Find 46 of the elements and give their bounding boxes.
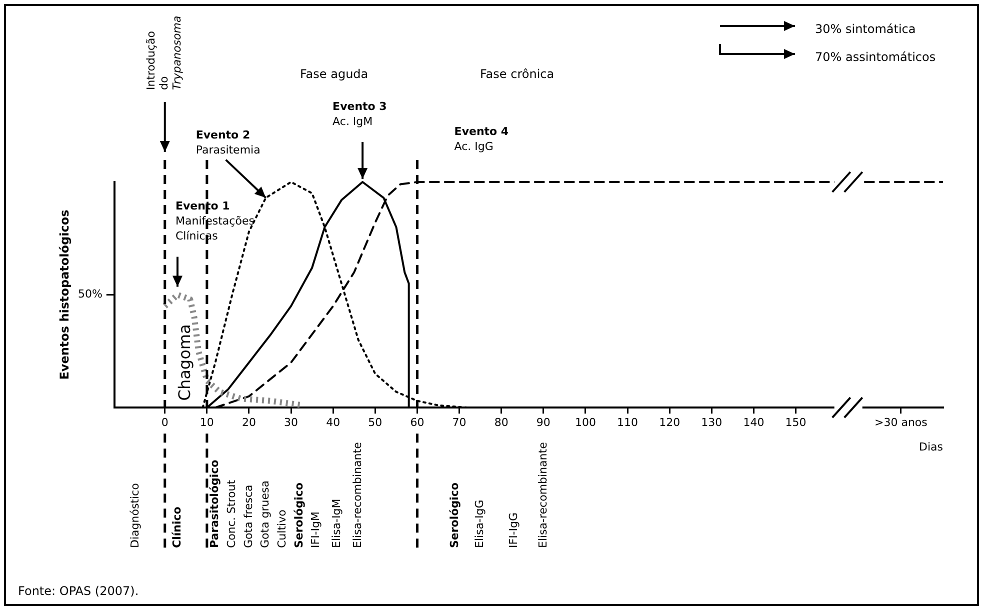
text: IFI-IgM: [309, 511, 322, 548]
text: 50%: [78, 288, 102, 301]
source-note: Fonte: OPAS (2007).: [18, 584, 139, 598]
x-tick-label: 90: [536, 416, 550, 430]
x-axis-title: Dias: [919, 440, 944, 454]
text: Conc. Strout: [225, 479, 238, 548]
x-tick-label: 80: [494, 416, 508, 430]
annotation: Evento 3 Ac. IgM: [332, 100, 387, 128]
text: Serológico: [292, 482, 306, 548]
text: Elisa-IgG: [473, 500, 486, 548]
text: Introdução do Trypanosoma: [144, 16, 184, 90]
x-tick-label: 140: [743, 416, 764, 430]
y-axis-title: Eventos histopatológicos: [57, 210, 72, 380]
text: Cultivo: [276, 509, 289, 548]
text: 30% sintomática: [815, 22, 916, 36]
x-tick-label: >30 anos: [874, 416, 928, 430]
text: 70% assintomáticos: [815, 50, 936, 64]
text: Parasitológico: [208, 459, 222, 548]
text: Elisa-recombinante: [536, 442, 550, 548]
text: Elisa-recombinante: [351, 442, 364, 548]
text: Clínico: [170, 506, 184, 548]
annotation: Evento 1 Manifestações Clínicas: [175, 200, 255, 243]
x-tick-label: 150: [785, 416, 806, 430]
annotation: Evento 2 Parasitemia: [196, 128, 260, 157]
x-tick-label: 130: [701, 416, 722, 430]
x-tick-label: 20: [242, 416, 256, 430]
x-tick-label: 110: [617, 416, 638, 430]
annotation: Chagoma: [175, 324, 194, 401]
x-tick-label: 60: [410, 416, 424, 430]
x-tick-label: 10: [200, 416, 214, 430]
text: Gota fresca: [242, 484, 255, 548]
text: Fase crônica: [480, 67, 554, 82]
text: Fase aguda: [300, 67, 368, 82]
text: IFI-IgG: [506, 512, 520, 548]
x-tick-label: 40: [326, 416, 340, 430]
text: Elisa-IgM: [330, 498, 344, 548]
x-tick-label: 30: [284, 416, 298, 430]
x-tick-label: 0: [161, 416, 168, 430]
annotation: Evento 4 Ac. IgG: [454, 124, 509, 153]
text: Serológico: [448, 482, 461, 548]
text: Gota gruesa: [258, 480, 272, 548]
text: Diagnóstico: [128, 482, 142, 548]
x-tick-label: 50: [368, 416, 382, 430]
x-tick-label: 70: [452, 416, 466, 430]
x-tick-label: 120: [659, 416, 680, 430]
x-tick-label: 100: [574, 416, 596, 430]
